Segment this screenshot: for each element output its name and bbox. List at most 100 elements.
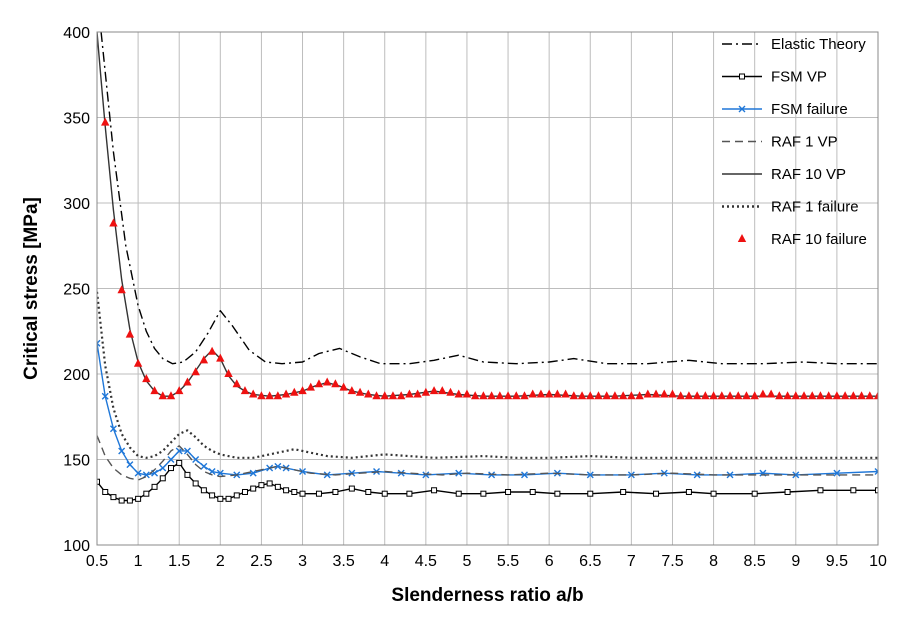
series-raf-1-failure bbox=[97, 291, 878, 459]
data-point bbox=[536, 389, 546, 398]
data-point bbox=[528, 389, 537, 398]
x-tick-label: 6.5 bbox=[579, 553, 601, 570]
x-tick-label: 9.5 bbox=[826, 553, 848, 570]
x-tick-label: 2.5 bbox=[250, 553, 272, 570]
data-point bbox=[216, 353, 225, 362]
data-point bbox=[833, 469, 841, 477]
data-point bbox=[873, 391, 878, 400]
data-point bbox=[792, 471, 800, 479]
data-point bbox=[283, 487, 290, 494]
x-tick-label: 1.5 bbox=[168, 553, 190, 570]
data-point bbox=[455, 469, 463, 477]
data-point bbox=[306, 382, 315, 391]
legend-item: Elastic Theory bbox=[722, 36, 866, 53]
data-point bbox=[816, 391, 825, 400]
x-tick-label: 7.5 bbox=[661, 553, 683, 570]
data-point bbox=[159, 475, 166, 482]
data-point bbox=[554, 490, 561, 497]
data-point bbox=[660, 389, 669, 398]
data-point bbox=[875, 487, 878, 494]
data-point bbox=[315, 490, 322, 497]
data-point bbox=[192, 480, 199, 487]
data-point bbox=[750, 391, 759, 400]
data-point bbox=[544, 389, 554, 398]
data-point bbox=[602, 391, 611, 400]
data-point bbox=[783, 391, 792, 400]
data-point bbox=[857, 391, 866, 400]
data-point bbox=[225, 495, 232, 502]
data-point bbox=[233, 492, 240, 499]
data-point bbox=[840, 391, 850, 400]
data-point bbox=[701, 391, 710, 400]
legend-item: RAF 1 VP bbox=[722, 134, 838, 151]
x-tick-label: 1 bbox=[134, 553, 143, 570]
data-point bbox=[314, 379, 324, 388]
data-point bbox=[874, 467, 878, 475]
legend-item: FSM failure bbox=[722, 101, 848, 118]
data-point bbox=[850, 487, 857, 494]
data-point bbox=[421, 387, 431, 396]
data-point bbox=[200, 487, 207, 494]
data-point bbox=[685, 488, 692, 495]
data-point bbox=[101, 117, 110, 126]
data-point bbox=[216, 469, 224, 477]
data-point bbox=[651, 389, 661, 398]
series-line bbox=[100, 32, 878, 365]
data-point bbox=[167, 456, 175, 463]
data-point bbox=[274, 462, 282, 470]
data-point bbox=[175, 447, 183, 455]
data-point bbox=[249, 389, 258, 398]
data-point bbox=[553, 389, 562, 398]
data-point bbox=[109, 425, 117, 433]
data-point bbox=[692, 391, 702, 400]
data-point bbox=[192, 456, 200, 463]
x-tick-label: 3.5 bbox=[333, 553, 355, 570]
y-tick-label: 150 bbox=[63, 453, 90, 470]
series-line bbox=[97, 291, 878, 459]
data-point bbox=[594, 391, 603, 400]
data-point bbox=[224, 369, 233, 377]
data-point bbox=[470, 391, 480, 400]
data-point bbox=[766, 389, 776, 398]
x-tick-label: 0.5 bbox=[86, 553, 108, 570]
tick-labels: 0.5 1 1.5 2 2.5 3 3.5 4 4.5 5 5.5 6 6.5 7 7.5 8 8.5 9 9.5 1… bbox=[63, 25, 887, 570]
data-point bbox=[610, 391, 620, 400]
x-tick-label: 8 bbox=[709, 553, 718, 570]
data-point bbox=[817, 487, 824, 494]
data-point bbox=[158, 391, 167, 400]
data-point bbox=[479, 391, 488, 400]
data-point bbox=[291, 488, 298, 495]
data-point bbox=[331, 379, 340, 388]
legend-item: RAF 10 VP bbox=[722, 166, 846, 183]
legend-label: RAF 1 VP bbox=[771, 134, 838, 151]
data-point bbox=[159, 464, 167, 472]
data-point bbox=[249, 469, 257, 477]
x-tick-label: 9 bbox=[791, 553, 800, 570]
data-point bbox=[480, 490, 487, 497]
data-point bbox=[406, 490, 413, 497]
data-point bbox=[618, 391, 628, 400]
data-point bbox=[134, 469, 142, 477]
data-point bbox=[396, 391, 406, 400]
data-point bbox=[299, 490, 306, 497]
data-point bbox=[273, 391, 283, 400]
data-point bbox=[832, 391, 842, 400]
series-layer bbox=[97, 32, 878, 504]
data-point bbox=[257, 391, 266, 400]
series-raf-10-failure bbox=[101, 117, 878, 400]
data-point bbox=[332, 488, 339, 495]
y-axis-title: Critical stress [MPa] bbox=[21, 197, 42, 380]
data-point bbox=[381, 490, 388, 497]
data-point bbox=[668, 389, 677, 398]
data-point bbox=[627, 391, 636, 400]
data-point bbox=[125, 329, 135, 338]
data-point bbox=[388, 391, 398, 400]
data-point bbox=[529, 488, 536, 495]
data-point bbox=[183, 447, 191, 455]
x-axis-title: Slenderness ratio a/b bbox=[391, 585, 583, 606]
legend-marker bbox=[738, 105, 746, 113]
legend-item: RAF 10 failure bbox=[737, 231, 867, 248]
data-point bbox=[250, 485, 257, 492]
legend: Elastic Theory FSM VP FSM failure RAF 1 VP R… bbox=[722, 36, 867, 248]
